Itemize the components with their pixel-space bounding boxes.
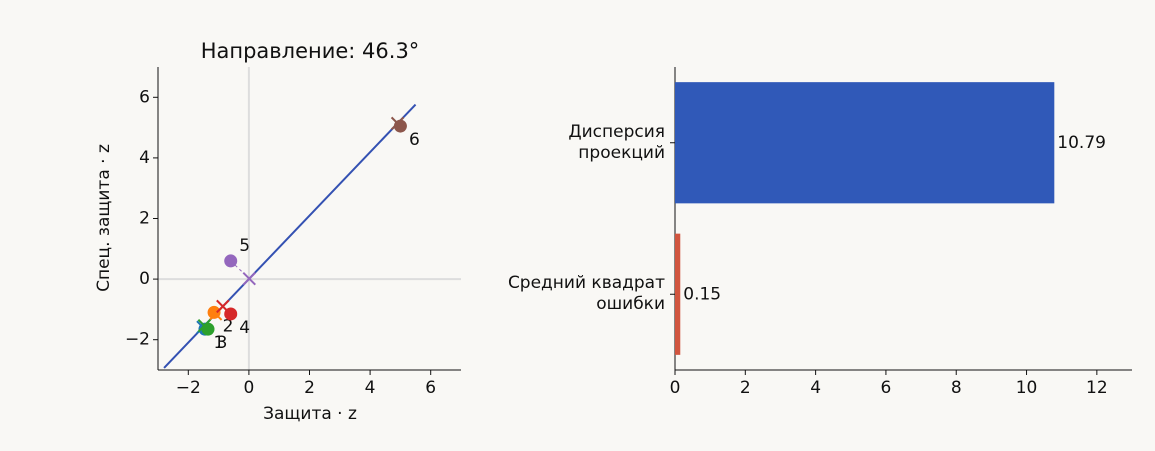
point — [224, 254, 238, 268]
x-tick-label: 4 — [810, 378, 821, 398]
x-tick-label: 0 — [243, 378, 254, 398]
y-axis-label: Спец. защита · z — [94, 144, 114, 292]
x-tick-label: 12 — [1086, 378, 1108, 398]
point-label: 3 — [217, 333, 228, 353]
value-label: 0.15 — [683, 284, 721, 304]
y-tick-label: 2 — [139, 209, 150, 229]
bar — [675, 233, 681, 355]
x-tick-label: 10 — [1016, 378, 1038, 398]
x-tick-label: 2 — [740, 378, 751, 398]
point-label: 4 — [239, 318, 250, 338]
y-tick-label: 6 — [139, 87, 150, 107]
point-label: 5 — [239, 236, 250, 256]
x-tick-label: 0 — [670, 378, 681, 398]
y-tick-label: Средний квадрат ошибки — [507, 273, 665, 315]
point — [224, 307, 238, 321]
x-tick-label: 4 — [365, 378, 376, 398]
x-tick-label: 2 — [304, 378, 315, 398]
projection-marker — [242, 271, 256, 286]
point-label: 1 — [214, 333, 225, 353]
point — [393, 119, 407, 133]
projection-connector — [230, 260, 250, 280]
point-label: 2 — [223, 316, 234, 336]
y-tick-label: 0 — [139, 269, 150, 289]
x-tick-label: −2 — [176, 378, 201, 398]
x-tick-label: 8 — [951, 378, 962, 398]
chart-title: Направление: 46.3° — [201, 39, 420, 63]
x-tick-label: 6 — [425, 378, 436, 398]
point — [207, 305, 221, 319]
value-label: 10.79 — [1057, 133, 1106, 153]
y-tick-label: −2 — [125, 330, 150, 350]
x-axis-label: Защита · z — [263, 404, 357, 424]
point-label: 6 — [409, 130, 420, 150]
bar — [675, 82, 1055, 204]
y-tick-label: Дисперсия проекций — [568, 121, 665, 163]
x-tick-label: 6 — [881, 378, 892, 398]
y-tick-label: 4 — [139, 148, 150, 168]
point — [201, 322, 215, 336]
